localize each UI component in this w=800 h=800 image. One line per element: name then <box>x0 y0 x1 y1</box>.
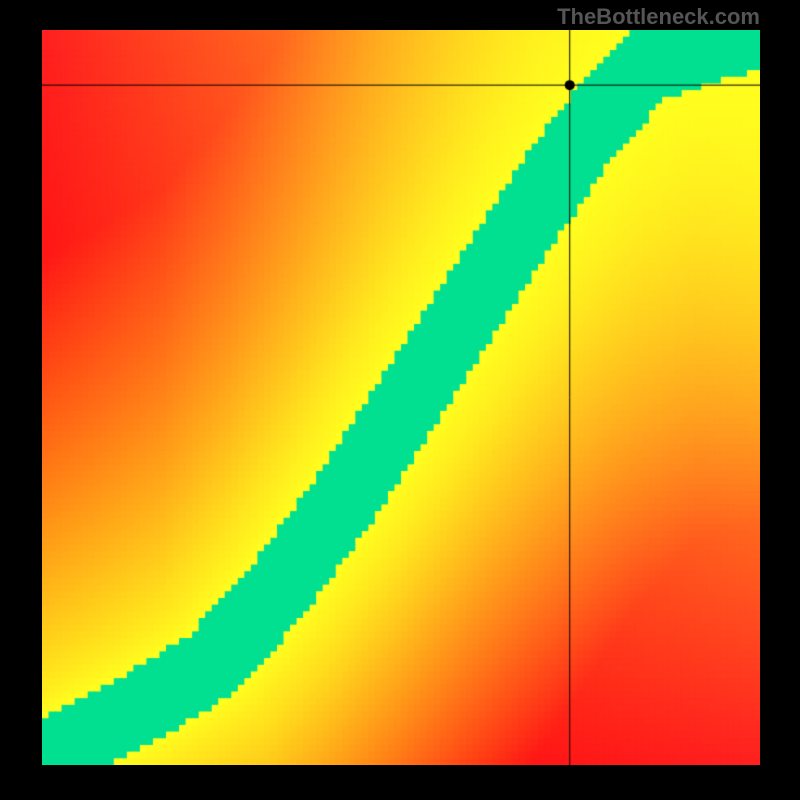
watermark-text: TheBottleneck.com <box>557 4 760 30</box>
heatmap-canvas <box>42 30 760 765</box>
